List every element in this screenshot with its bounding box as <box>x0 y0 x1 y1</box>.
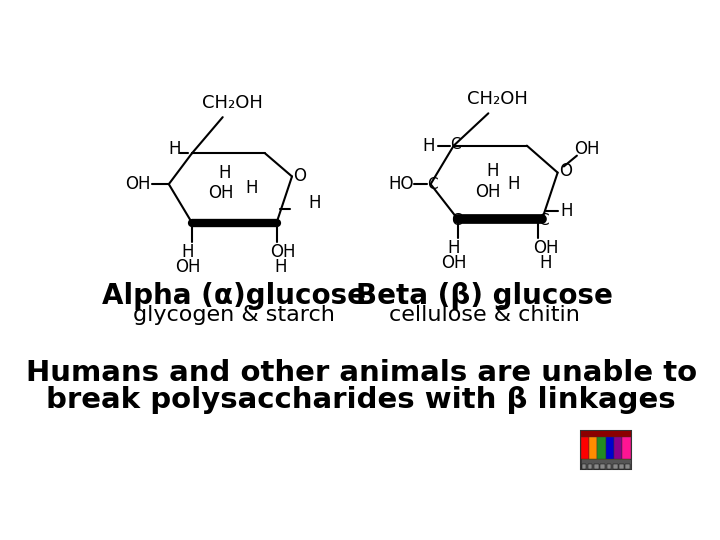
Text: C: C <box>539 213 549 228</box>
Bar <box>581 430 631 469</box>
Text: CH₂OH: CH₂OH <box>202 94 262 112</box>
Bar <box>588 464 593 469</box>
Bar <box>581 437 589 458</box>
Text: H: H <box>540 254 552 273</box>
Bar <box>614 437 623 458</box>
Text: H: H <box>219 164 231 181</box>
Bar <box>594 464 599 469</box>
Bar <box>582 464 586 469</box>
Text: OH: OH <box>175 258 201 276</box>
Text: H: H <box>561 202 573 220</box>
Bar <box>606 437 614 458</box>
Text: H: H <box>447 239 460 257</box>
Text: glycogen & starch: glycogen & starch <box>133 305 336 325</box>
Text: C: C <box>450 137 461 152</box>
Text: CH₂OH: CH₂OH <box>467 90 528 109</box>
Text: OH: OH <box>270 243 295 261</box>
Text: cellulose & chitin: cellulose & chitin <box>389 305 580 325</box>
Text: Humans and other animals are unable to: Humans and other animals are unable to <box>26 359 697 387</box>
Bar <box>623 437 631 458</box>
Text: Alpha (α)glucose: Alpha (α)glucose <box>102 282 366 310</box>
Text: break polysaccharides with β linkages: break polysaccharides with β linkages <box>47 386 676 414</box>
Text: HO: HO <box>389 175 414 193</box>
Text: Beta (β) glucose: Beta (β) glucose <box>356 282 613 310</box>
Text: C: C <box>427 177 438 192</box>
Bar <box>581 458 631 469</box>
Text: OH: OH <box>125 175 150 193</box>
Bar <box>606 464 611 469</box>
Text: H: H <box>245 179 258 197</box>
Bar <box>613 464 618 469</box>
Bar <box>589 437 598 458</box>
Text: O: O <box>293 167 306 185</box>
Bar <box>619 464 624 469</box>
Bar <box>625 464 630 469</box>
Text: OH: OH <box>534 239 559 257</box>
Text: OH: OH <box>207 184 233 202</box>
Text: H: H <box>181 243 194 261</box>
Text: H: H <box>309 194 321 212</box>
Text: O: O <box>559 162 572 180</box>
Text: OH: OH <box>476 183 501 201</box>
Text: H: H <box>508 175 520 193</box>
Text: H: H <box>423 137 436 154</box>
Text: H: H <box>486 162 498 180</box>
Text: OH: OH <box>441 254 467 273</box>
Text: H: H <box>168 140 181 159</box>
Bar <box>598 437 606 458</box>
Text: C: C <box>451 213 462 228</box>
Bar <box>581 430 631 437</box>
Text: H: H <box>274 258 287 276</box>
Bar <box>600 464 605 469</box>
Text: OH: OH <box>574 140 600 159</box>
